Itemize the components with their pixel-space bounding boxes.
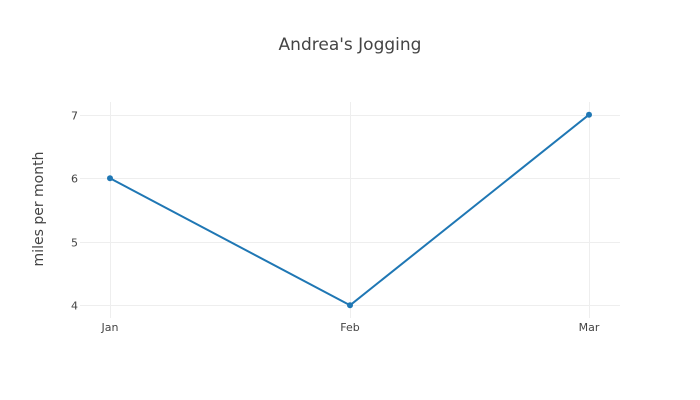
- chart-title: Andrea's Jogging: [279, 35, 422, 55]
- y-tick-label: 5: [71, 237, 78, 250]
- x-tick-label: Jan: [101, 321, 119, 334]
- data-point[interactable]: [107, 175, 113, 182]
- grid-lines: [80, 102, 620, 318]
- tick-labels: 4 5 6 7 Jan Feb Mar: [71, 110, 600, 335]
- y-tick-label: 6: [71, 173, 78, 186]
- x-tick-label: Mar: [579, 321, 600, 334]
- data-point[interactable]: [347, 302, 353, 309]
- y-axis-label: miles per month: [31, 152, 47, 267]
- data-point[interactable]: [586, 111, 592, 118]
- x-tick-label: Feb: [340, 321, 359, 334]
- series-layer: [107, 111, 592, 309]
- y-tick-label: 4: [71, 300, 78, 313]
- series-line: [109, 113, 590, 307]
- y-tick-label: 7: [71, 110, 78, 123]
